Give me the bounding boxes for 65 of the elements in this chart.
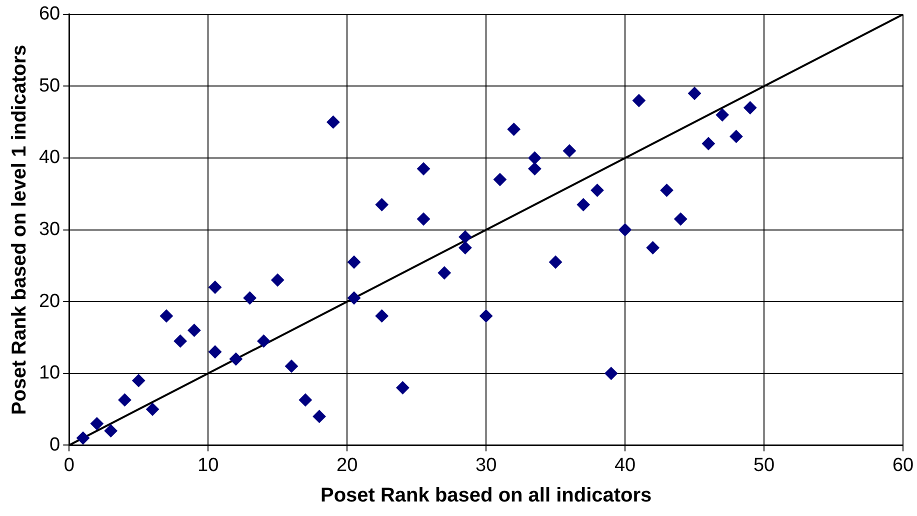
x-tick-label: 10 <box>198 454 219 476</box>
point <box>458 241 472 254</box>
point <box>229 352 242 366</box>
x-tick-label: 40 <box>614 454 636 476</box>
point <box>174 334 187 348</box>
point <box>208 280 222 294</box>
point <box>549 256 562 269</box>
point <box>375 309 388 322</box>
y-tick-label: 0 <box>50 434 60 456</box>
point <box>132 374 146 388</box>
point <box>90 417 104 430</box>
point <box>146 402 160 416</box>
point <box>243 292 256 305</box>
point <box>528 152 542 164</box>
point <box>632 94 646 108</box>
point <box>160 309 173 322</box>
point <box>348 292 361 305</box>
x-tick-label: 50 <box>753 454 775 476</box>
point <box>674 212 688 226</box>
point <box>576 198 590 212</box>
point <box>312 410 326 423</box>
x-tick-label: 60 <box>892 454 914 476</box>
point <box>417 212 430 226</box>
point <box>660 184 674 197</box>
point <box>104 424 118 438</box>
point <box>285 360 298 373</box>
y-tick-label: 50 <box>38 75 60 96</box>
point <box>744 101 757 114</box>
point <box>208 345 222 358</box>
point <box>688 86 702 100</box>
point <box>730 130 743 143</box>
point <box>326 116 340 129</box>
y-tick-label: 60 <box>38 4 60 25</box>
point <box>458 230 472 244</box>
y-tick-label: 20 <box>38 290 60 312</box>
point <box>375 198 388 212</box>
point <box>348 256 361 269</box>
point <box>646 241 660 254</box>
x-tick-label: 20 <box>336 454 358 476</box>
y-axis-title: Poset Rank based on level 1 indicators <box>8 44 31 415</box>
point <box>76 432 90 445</box>
point <box>438 266 451 280</box>
y-tick-label: 30 <box>38 219 60 240</box>
x-axis-title: Poset Rank based on all indicators <box>320 484 652 507</box>
point <box>396 381 410 394</box>
point <box>417 162 430 176</box>
point <box>480 309 493 322</box>
point <box>618 223 632 236</box>
point <box>298 393 312 406</box>
point <box>590 184 604 197</box>
point <box>493 173 506 186</box>
point <box>702 137 715 150</box>
x-tick-label: 30 <box>475 454 497 476</box>
point <box>604 366 618 380</box>
point <box>562 144 576 158</box>
point <box>528 162 542 176</box>
point <box>257 334 270 348</box>
point <box>188 324 201 337</box>
point <box>507 122 520 136</box>
y-tick-label: 10 <box>38 362 60 384</box>
y-tick-label: 40 <box>38 147 60 168</box>
x-tick-label: 0 <box>64 454 74 476</box>
point <box>716 108 729 122</box>
point <box>118 393 132 406</box>
point <box>271 274 284 287</box>
